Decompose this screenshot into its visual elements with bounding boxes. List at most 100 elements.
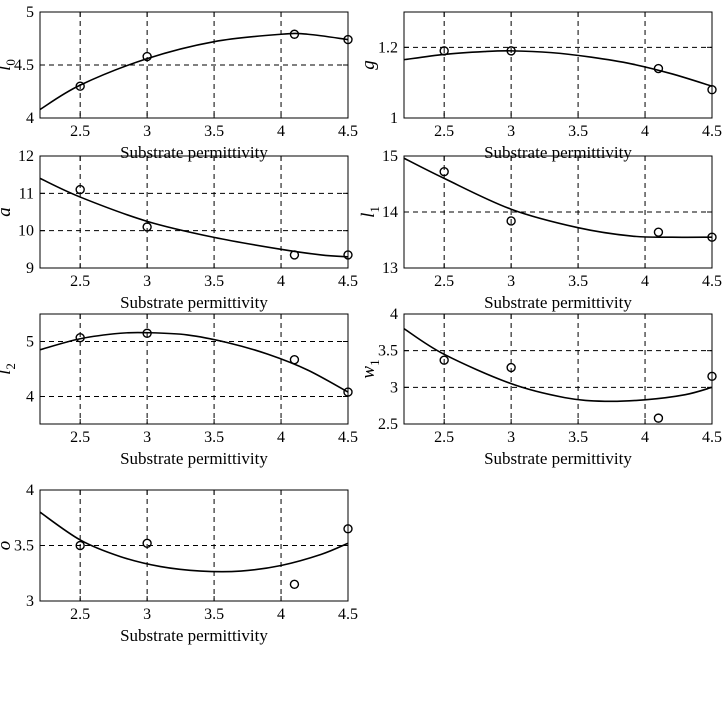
fit-curve xyxy=(404,50,712,87)
x-tick-label: 2.5 xyxy=(70,429,90,446)
y-tick-label: 15 xyxy=(382,148,398,165)
x-tick-label: 3 xyxy=(507,123,515,140)
x-tick-label: 2.5 xyxy=(70,606,90,623)
y-axis-label-main: w xyxy=(358,366,379,379)
y-tick-label: 14 xyxy=(382,204,398,221)
y-tick-label: 1 xyxy=(390,110,398,127)
y-axis-label: l0 xyxy=(0,59,18,71)
y-tick-label: 3 xyxy=(26,593,34,610)
x-tick-label: 4 xyxy=(641,429,649,446)
x-tick-label: 3.5 xyxy=(204,273,224,290)
plot-frame xyxy=(39,313,349,425)
data-point xyxy=(439,355,449,365)
x-tick-label: 4.5 xyxy=(338,273,358,290)
y-axis-label: l1 xyxy=(358,206,382,218)
x-tick-label: 4 xyxy=(641,273,649,290)
y-axis-label-main: a xyxy=(0,207,15,217)
x-tick-label: 4.5 xyxy=(702,429,722,446)
data-point xyxy=(707,85,717,95)
fit-curve xyxy=(404,157,712,239)
x-axis-label: Substrate permittivity xyxy=(484,143,632,162)
x-tick-label: 4 xyxy=(277,273,285,290)
x-axis-label: Substrate permittivity xyxy=(120,449,268,468)
data-point xyxy=(75,184,85,195)
data-point xyxy=(343,524,353,534)
data-point xyxy=(343,387,353,397)
data-point xyxy=(506,216,516,226)
x-tick-label: 3 xyxy=(143,606,151,623)
data-point xyxy=(142,328,152,338)
data-point xyxy=(439,166,449,177)
x-tick-label: 4.5 xyxy=(702,273,722,290)
chart-panel-1: 2.5 3 3.5 4 4.5 4 4.5 5 Substrate permittivity l0 xyxy=(0,4,358,162)
data-point xyxy=(142,51,152,62)
data-point xyxy=(75,332,85,343)
y-axis-label-subscript: 0 xyxy=(3,59,18,66)
y-tick-label: 4 xyxy=(26,482,34,499)
plot-frame xyxy=(403,11,713,119)
x-tick-label: 3 xyxy=(143,273,151,290)
y-tick-label: 2.5 xyxy=(378,416,398,433)
y-tick-label: 3.5 xyxy=(378,343,398,360)
y-tick-label: 3.5 xyxy=(14,538,34,555)
data-point xyxy=(289,354,300,365)
x-tick-label: 4.5 xyxy=(338,429,358,446)
y-tick-label: 5 xyxy=(26,334,34,351)
data-point xyxy=(142,222,152,232)
y-axis-label-subscript: 1 xyxy=(367,359,382,366)
chart-panel-2: 2.5 3 3.5 4 4.5 1 1.2 Substrate permittivity g xyxy=(358,11,722,162)
y-axis-label-main: l xyxy=(0,66,15,71)
fit-curve xyxy=(404,327,712,403)
x-tick-label: 4.5 xyxy=(338,123,358,140)
y-tick-label: 4 xyxy=(26,110,34,127)
y-tick-label: 5 xyxy=(26,4,34,21)
y-tick-label: 4 xyxy=(390,306,398,323)
x-tick-label: 4 xyxy=(277,429,285,446)
y-tick-label: 11 xyxy=(19,185,34,202)
y-tick-label: 4 xyxy=(26,389,34,406)
data-point xyxy=(75,540,85,551)
y-tick-label: 10 xyxy=(18,223,34,240)
x-tick-label: 4 xyxy=(277,123,285,140)
y-tick-label: 12 xyxy=(18,148,34,165)
chart-panel-4: 2.5 3 3.5 4 4.5 13 14 15 Substrate permittivity l… xyxy=(358,148,722,312)
fit-curve xyxy=(40,177,348,258)
data-point xyxy=(289,250,300,260)
y-axis-label-main: g xyxy=(358,60,379,70)
x-axis-label: Substrate permittivity xyxy=(484,449,632,468)
y-axis-label-main: l xyxy=(0,370,15,375)
fit-curve xyxy=(40,32,348,111)
data-point xyxy=(653,227,664,237)
x-tick-label: 3 xyxy=(143,123,151,140)
chart-panel-5: 2.5 3 3.5 4 4.5 4 5 Substrate permittivity l2 xyxy=(0,313,358,468)
y-axis-label: w1 xyxy=(358,359,382,378)
chart-panel-6: 2.5 3 3.5 4 4.5 2.5 3 3.5 4 Substrate permittivit… xyxy=(358,306,722,468)
x-axis-label: Substrate permittivity xyxy=(120,143,268,162)
chart-panel-3: 2.5 3 3.5 4 4.5 9 10 11 12 Substrate permittivity… xyxy=(0,148,358,312)
x-tick-label: 3.5 xyxy=(204,429,224,446)
y-tick-label: 3 xyxy=(390,379,398,396)
y-axis-label: a xyxy=(0,207,15,217)
data-point xyxy=(653,413,664,423)
x-tick-label: 4 xyxy=(277,606,285,623)
y-axis-label-main: o xyxy=(0,541,15,551)
data-point xyxy=(439,46,449,56)
x-tick-label: 2.5 xyxy=(434,123,454,140)
plot-frame xyxy=(403,313,713,425)
data-point xyxy=(653,63,664,74)
x-tick-label: 4.5 xyxy=(702,123,722,140)
data-point xyxy=(343,250,353,260)
x-tick-label: 3.5 xyxy=(204,123,224,140)
y-axis-label: g xyxy=(358,60,379,70)
y-axis-label-subscript: 2 xyxy=(3,363,18,370)
data-point xyxy=(289,29,300,39)
data-point xyxy=(142,538,152,548)
fit-curve xyxy=(40,511,348,573)
x-tick-label: 4 xyxy=(641,123,649,140)
x-tick-label: 2.5 xyxy=(70,123,90,140)
x-tick-label: 3 xyxy=(507,273,515,290)
y-tick-label: 13 xyxy=(382,260,398,277)
data-point xyxy=(506,362,516,373)
x-axis-label: Substrate permittivity xyxy=(484,293,632,312)
